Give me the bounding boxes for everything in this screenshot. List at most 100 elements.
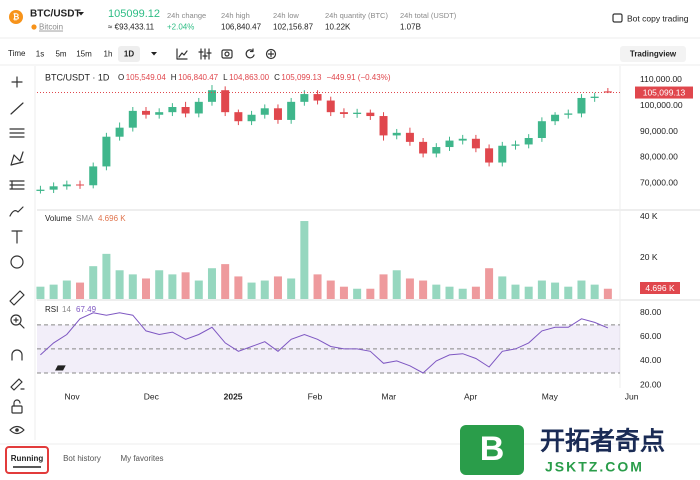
brush-tool[interactable] [9, 206, 24, 217]
volume-bar [445, 286, 454, 299]
stat-label: 24h total (USDT) [400, 11, 457, 20]
interval[interactable]: 5m [55, 50, 66, 59]
y-tick-label: 80,000.00 [640, 152, 678, 162]
x-tick-label: Jun [625, 391, 639, 401]
candle-body [102, 136, 111, 167]
interval[interactable]: 1D [124, 50, 134, 59]
candle-body [339, 112, 348, 114]
tradingview-button[interactable] [620, 46, 686, 62]
volume-bar [221, 264, 230, 299]
candle-body [353, 112, 362, 114]
candle-body [141, 110, 150, 115]
emoji-tool[interactable] [10, 255, 24, 269]
cross-tool[interactable] [11, 76, 23, 88]
candle-body [445, 140, 454, 148]
intervals: 1s 5m 15m 1h 1D [36, 46, 140, 62]
volume-bar [590, 284, 599, 299]
volume-bar [155, 270, 164, 299]
legend-key: C [274, 73, 280, 82]
candle-body [115, 127, 124, 137]
y-tick-label: 40 K [640, 211, 658, 221]
tab[interactable]: Running [11, 454, 44, 463]
volume-bar [498, 276, 507, 299]
lock-tool[interactable] [11, 405, 23, 414]
candle-body [537, 121, 546, 138]
y-tick-label: 70,000.00 [640, 177, 678, 187]
candle-body [273, 108, 282, 120]
candle-body [49, 186, 58, 190]
legend-key: O [118, 73, 124, 82]
coin-mini [31, 24, 37, 30]
fib-tool[interactable] [9, 180, 25, 190]
volume-bar [234, 276, 243, 299]
chart-title: BTC/USDT · 1D [45, 72, 110, 82]
ruler-tool[interactable] [9, 290, 25, 306]
volume-bar [537, 280, 546, 299]
bot-copy[interactable]: Bot copy trading [627, 13, 689, 23]
interval[interactable]: 1h [104, 50, 113, 59]
volume-bar [458, 288, 467, 299]
candle-type-icon[interactable] [198, 48, 212, 60]
tab[interactable]: Bot history [63, 454, 101, 463]
volume-bar [603, 288, 612, 299]
volume-bar [577, 280, 586, 299]
camera-icon[interactable] [221, 49, 233, 59]
add-icon[interactable] [265, 48, 277, 60]
tradingview-label[interactable]: Tradingview [630, 50, 677, 59]
coin-name[interactable]: Bitcoin [39, 23, 63, 32]
candle-body [89, 166, 98, 186]
candle-body [471, 138, 480, 149]
volume-bar [194, 280, 203, 299]
rsi-line [40, 312, 609, 374]
channel-tool[interactable] [9, 128, 25, 138]
candle-body [564, 113, 573, 115]
symbol[interactable]: BTC/USDT [30, 9, 81, 20]
volume-bar [419, 280, 428, 299]
bot-icon[interactable] [612, 13, 623, 23]
line-tool[interactable] [10, 102, 24, 115]
pattern-tool[interactable] [10, 151, 24, 166]
volume-bar [366, 288, 375, 299]
interval-dropdown[interactable] [151, 52, 157, 56]
tab[interactable]: My favorites [120, 454, 163, 463]
legend-key: L [223, 73, 228, 82]
candle-body [432, 147, 441, 154]
volume-bar [168, 274, 177, 299]
symbol-dropdown[interactable] [78, 12, 84, 16]
candle-body [300, 94, 309, 102]
zoom-tool[interactable] [10, 314, 22, 326]
magnet-tool[interactable] [11, 349, 23, 361]
legend-key: H [171, 73, 177, 82]
volume-bar [287, 278, 296, 299]
reload-icon[interactable] [245, 48, 255, 59]
candle-body [76, 184, 85, 186]
interval[interactable]: 15m [76, 50, 92, 59]
legend-value: 105,099.13 [281, 73, 322, 82]
volume-bar [471, 286, 480, 299]
eye-tool[interactable] [9, 425, 25, 435]
stat-label: 24h high [221, 11, 250, 20]
zoom-plus [13, 317, 25, 329]
last-price-box [635, 86, 693, 99]
pencil-lock-tool[interactable] [10, 378, 25, 391]
indicator-icon[interactable] [176, 48, 188, 60]
tab-highlight [5, 446, 49, 474]
coin-icon [9, 10, 23, 24]
volume-bar [379, 274, 388, 299]
plot [36, 85, 620, 374]
x-tick-label: Nov [65, 391, 81, 401]
stat-value: 1.07B [400, 23, 421, 32]
volume-bar [326, 280, 335, 299]
tabs: Running Bot history My favorites [5, 446, 164, 474]
eye-pupil [15, 428, 19, 432]
coin-glyph: ₿ [13, 13, 20, 22]
interval[interactable]: 1s [36, 50, 44, 59]
volume-bar [128, 274, 137, 299]
text-tool[interactable] [11, 230, 23, 244]
candle-body [313, 94, 322, 101]
price-eur: ≈ €93,433.11 [108, 23, 155, 32]
volume-bar [524, 286, 533, 299]
y-tick-label: 80.00 [640, 307, 662, 317]
stat-value: 102,156.87 [273, 23, 314, 32]
